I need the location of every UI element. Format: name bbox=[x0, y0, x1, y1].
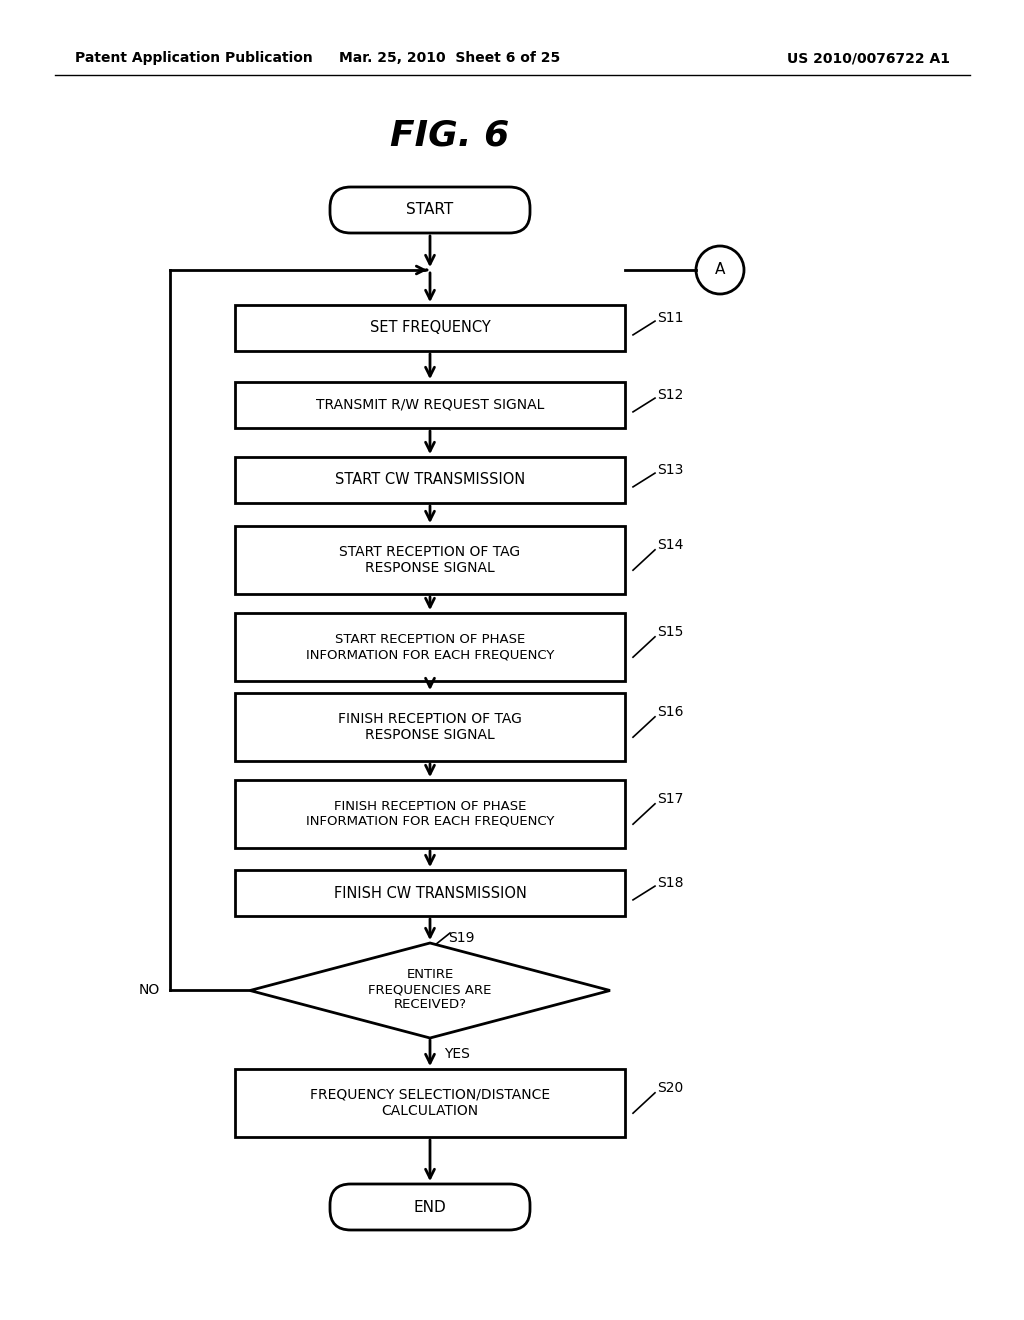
Bar bbox=[234, 305, 625, 351]
Bar bbox=[234, 457, 625, 503]
Text: START RECEPTION OF PHASE
INFORMATION FOR EACH FREQUENCY: START RECEPTION OF PHASE INFORMATION FOR… bbox=[306, 634, 554, 661]
Text: S14: S14 bbox=[657, 539, 683, 552]
Text: S15: S15 bbox=[657, 626, 683, 639]
Text: S16: S16 bbox=[657, 705, 683, 719]
Text: START: START bbox=[407, 202, 454, 218]
Bar bbox=[234, 381, 625, 428]
Text: Patent Application Publication: Patent Application Publication bbox=[75, 51, 312, 65]
Text: SET FREQUENCY: SET FREQUENCY bbox=[370, 321, 490, 335]
Bar bbox=[234, 612, 625, 681]
Text: FINISH RECEPTION OF PHASE
INFORMATION FOR EACH FREQUENCY: FINISH RECEPTION OF PHASE INFORMATION FO… bbox=[306, 800, 554, 828]
Text: S20: S20 bbox=[657, 1081, 683, 1096]
FancyBboxPatch shape bbox=[330, 187, 530, 234]
Polygon shape bbox=[250, 942, 610, 1038]
Text: FREQUENCY SELECTION/DISTANCE
CALCULATION: FREQUENCY SELECTION/DISTANCE CALCULATION bbox=[310, 1088, 550, 1118]
Text: S18: S18 bbox=[657, 876, 683, 890]
Text: NO: NO bbox=[138, 983, 160, 997]
Text: S13: S13 bbox=[657, 463, 683, 477]
Text: A: A bbox=[715, 263, 725, 277]
Text: TRANSMIT R/W REQUEST SIGNAL: TRANSMIT R/W REQUEST SIGNAL bbox=[315, 399, 544, 412]
Text: ENTIRE
FREQUENCIES ARE
RECEIVED?: ENTIRE FREQUENCIES ARE RECEIVED? bbox=[369, 969, 492, 1011]
Text: YES: YES bbox=[444, 1047, 470, 1061]
Bar bbox=[234, 693, 625, 762]
Text: END: END bbox=[414, 1200, 446, 1214]
Bar bbox=[234, 780, 625, 847]
Text: S12: S12 bbox=[657, 388, 683, 401]
Text: S19: S19 bbox=[449, 931, 474, 945]
Text: S11: S11 bbox=[657, 312, 683, 325]
Text: S17: S17 bbox=[657, 792, 683, 807]
Text: Mar. 25, 2010  Sheet 6 of 25: Mar. 25, 2010 Sheet 6 of 25 bbox=[339, 51, 560, 65]
Text: US 2010/0076722 A1: US 2010/0076722 A1 bbox=[787, 51, 950, 65]
Text: START CW TRANSMISSION: START CW TRANSMISSION bbox=[335, 473, 525, 487]
Text: FIG. 6: FIG. 6 bbox=[390, 117, 510, 152]
Bar bbox=[234, 525, 625, 594]
Text: FINISH RECEPTION OF TAG
RESPONSE SIGNAL: FINISH RECEPTION OF TAG RESPONSE SIGNAL bbox=[338, 711, 522, 742]
Bar bbox=[234, 1069, 625, 1137]
Bar bbox=[234, 870, 625, 916]
Text: FINISH CW TRANSMISSION: FINISH CW TRANSMISSION bbox=[334, 886, 526, 900]
Text: START RECEPTION OF TAG
RESPONSE SIGNAL: START RECEPTION OF TAG RESPONSE SIGNAL bbox=[339, 545, 520, 576]
FancyBboxPatch shape bbox=[330, 1184, 530, 1230]
